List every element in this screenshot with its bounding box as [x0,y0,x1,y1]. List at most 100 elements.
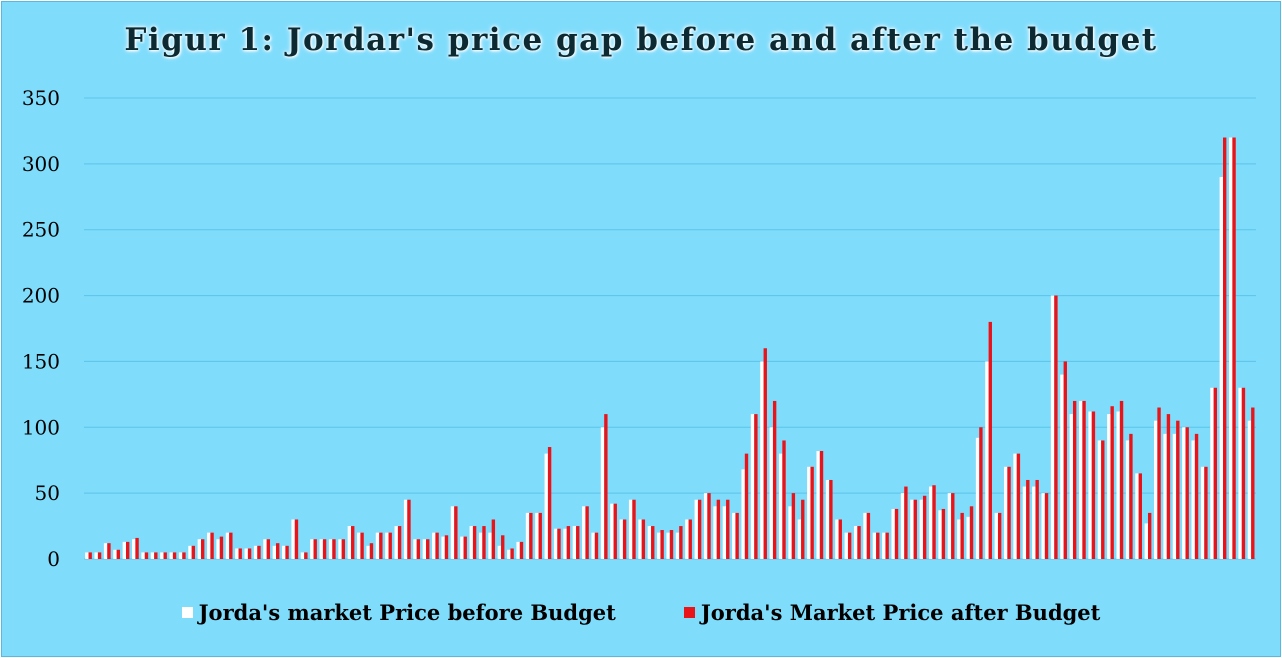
bar-after-budget [622,519,627,559]
y-axis-tick-labels: 0 50 100 150 200 250 300 350 [22,86,60,571]
bar-after-budget [435,532,439,559]
bar-before-budget [366,545,370,559]
bar-after-budget [1223,137,1227,559]
bar-after-budget [135,537,139,559]
y-tick-label: 300 [22,152,60,176]
bar-after-budget [772,400,777,559]
bar-after-budget [885,532,889,559]
bar-before-budget [1013,453,1017,559]
bars [85,137,1255,559]
bar-after-budget [107,543,111,559]
bar-before-budget [1022,486,1027,559]
legend-swatch-after [683,607,695,618]
bar-before-budget [225,532,230,559]
bar-before-budget [750,414,755,559]
bar-before-budget [169,552,173,559]
bar-before-budget [422,539,427,559]
bar-before-budget [1229,137,1233,559]
bar-after-budget [735,512,739,559]
bar-before-budget [253,545,258,559]
bar-before-budget [657,532,661,559]
bar-after-budget [819,450,824,559]
bar-after-budget [154,552,158,559]
bar-after-budget [266,539,271,559]
bar-after-budget [276,543,280,559]
y-tick-label: 100 [22,415,60,439]
bar-before-budget [394,526,398,559]
bar-after-budget [1185,427,1189,559]
bar-before-budget [900,493,905,559]
bar-before-budget [460,536,464,559]
bar-before-budget [994,512,998,559]
bar-after-budget [97,552,102,559]
bar-before-budget [1247,420,1252,559]
bar-after-budget [697,499,702,559]
bar-before-budget [1163,433,1167,559]
bar-before-budget [1078,400,1083,559]
bar-before-budget [347,526,352,559]
bar-before-budget [825,479,830,559]
bar-before-budget [122,541,127,559]
bar-before-budget [647,526,652,559]
bar-before-budget [947,493,952,559]
bar-after-budget [576,526,580,559]
bar-after-budget [988,321,992,559]
bar-before-budget [816,450,820,559]
y-tick-label: 0 [47,547,60,571]
bar-before-budget [507,549,511,559]
bar-before-budget [985,361,989,559]
bar-after-budget [641,519,646,559]
bar-before-budget [150,552,155,559]
bar-after-budget [726,499,730,559]
bar-after-budget [144,552,149,559]
bar-before-budget [1003,466,1008,559]
bar-before-budget [441,536,445,559]
bar-after-budget [922,495,927,559]
bar-after-budget [1138,473,1142,559]
bar-after-budget [547,447,552,559]
bar-before-budget [1153,420,1158,559]
bar-before-budget [1182,427,1186,559]
bar-after-budget [219,536,224,559]
bar-after-budget [632,499,636,559]
bar-after-budget [969,506,974,559]
bar-before-budget [1200,466,1205,559]
legend: Jorda's market Price before Budget Jorda… [0,600,1282,625]
bar-after-budget [1082,400,1086,559]
legend-item-before: Jorda's market Price before Budget [181,600,616,625]
bar-before-budget [853,526,858,559]
bar-before-budget [94,552,98,559]
bar-after-budget [472,526,477,559]
bar-before-budget [778,453,783,559]
legend-swatch-before [181,607,193,618]
bar-before-budget [132,539,136,559]
bar-before-budget [1107,414,1111,559]
bar-before-budget [450,506,455,559]
bar-before-budget [338,539,342,559]
bar-after-budget [304,552,308,559]
bar-before-budget [113,549,117,559]
bar-after-budget [1035,479,1039,559]
y-tick-label: 50 [35,481,60,505]
bar-after-budget [688,519,692,559]
bar-after-budget [351,526,355,559]
bar-after-budget [88,552,92,559]
bar-after-budget [182,552,186,559]
bar-before-budget [610,503,614,559]
bar-after-budget [857,526,861,559]
bar-after-budget [1241,387,1246,559]
bar-after-budget [716,499,721,559]
legend-label-before: Jorda's market Price before Budget [198,600,616,625]
y-tick-label: 200 [22,284,60,308]
bar-before-budget [553,528,558,559]
bar-after-budget [876,532,880,559]
bar-before-budget [582,506,586,559]
bar-after-budget [519,541,524,559]
bar-after-budget [491,519,496,559]
bar-before-budget [516,541,520,559]
bar-before-budget [1135,473,1139,559]
bar-before-budget [1144,523,1148,559]
bar-after-budget [1054,295,1058,559]
bar-after-budget [444,535,449,559]
bar-before-budget [1097,440,1102,559]
